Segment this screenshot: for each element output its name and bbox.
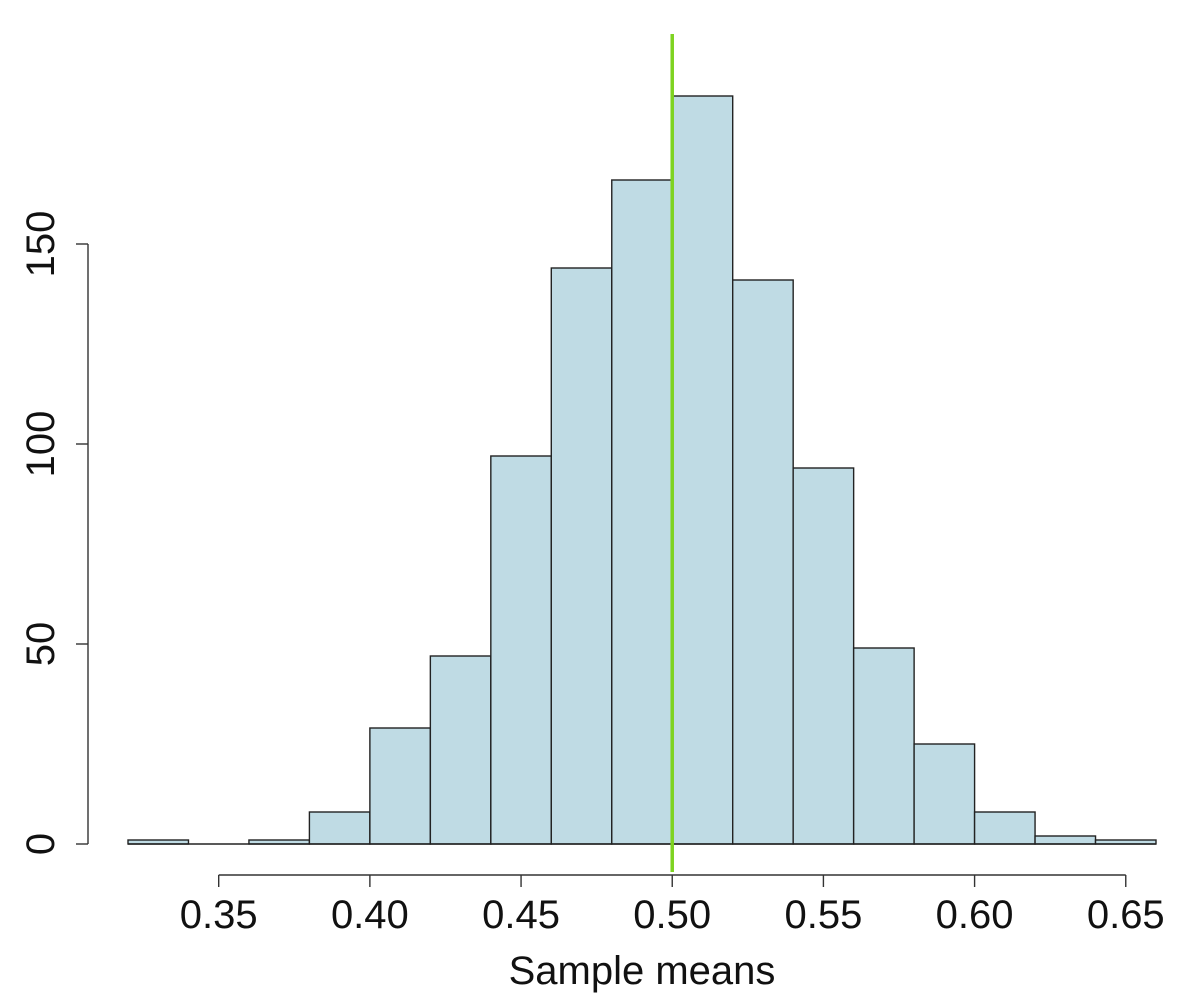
x-tick-label: 0.35 <box>180 893 258 937</box>
x-axis: 0.35 0.40 0.45 0.50 0.55 0.60 0.65 <box>180 874 1165 937</box>
histogram-bar <box>1034 835 1097 845</box>
histogram-bars <box>127 95 1157 845</box>
x-tick-label: 0.40 <box>331 893 409 937</box>
histogram-bar <box>732 279 794 845</box>
x-tick-label: 0.65 <box>1087 893 1165 937</box>
x-axis-title: Sample means <box>509 949 776 993</box>
histogram-bar <box>429 655 492 845</box>
y-tick-label: 150 <box>19 211 63 278</box>
histogram-bar <box>852 647 915 845</box>
histogram-bar <box>490 455 552 845</box>
y-tick-label: 0 <box>19 833 63 855</box>
x-tick-label: 0.60 <box>936 893 1014 937</box>
histogram-bar <box>611 179 673 845</box>
x-tick-label: 0.50 <box>633 893 711 937</box>
x-tick-label: 0.45 <box>482 893 560 937</box>
histogram-bar <box>792 467 855 845</box>
y-tick-label: 100 <box>19 411 63 478</box>
y-tick-label: 50 <box>19 622 63 667</box>
histogram-bar <box>913 743 976 845</box>
histogram-bar <box>369 727 432 845</box>
histogram-bar <box>308 811 371 845</box>
histogram-bar <box>973 811 1036 845</box>
x-tick-label: 0.55 <box>784 893 862 937</box>
y-axis: 0 50 100 150 <box>19 211 89 855</box>
histogram-bar <box>671 95 734 845</box>
histogram-bar <box>550 267 613 845</box>
